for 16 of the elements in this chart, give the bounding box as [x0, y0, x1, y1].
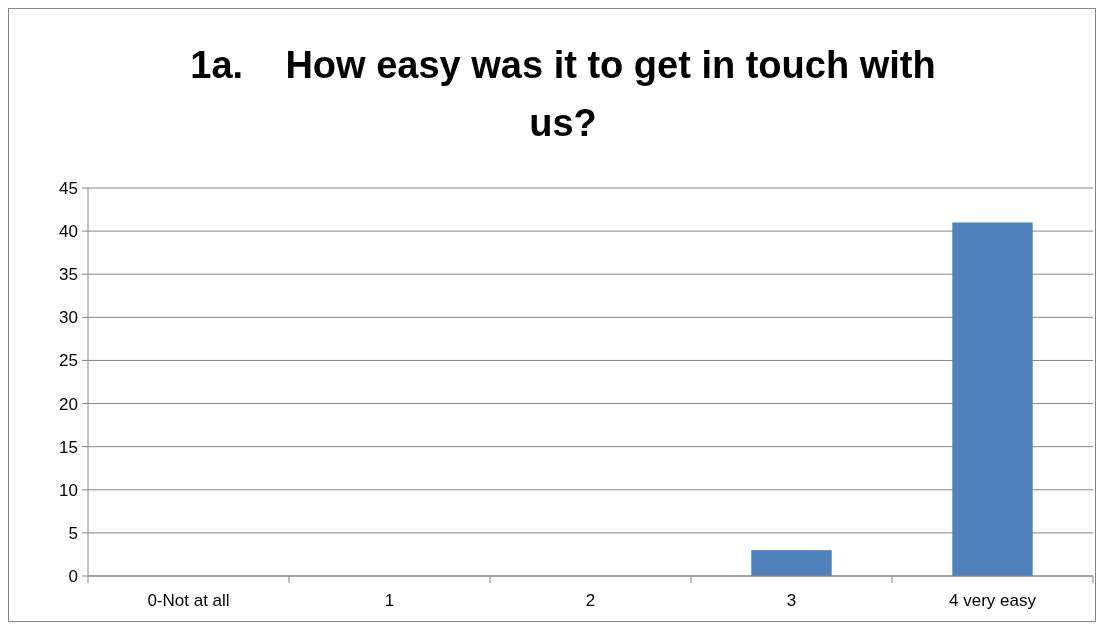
y-tick-label: 40	[59, 222, 78, 242]
x-tick-label: 4 very easy	[949, 591, 1037, 610]
y-tick-label: 25	[59, 351, 78, 371]
y-tick-label: 15	[59, 437, 78, 457]
y-tick-label: 0	[68, 566, 78, 586]
y-tick-label: 30	[59, 308, 78, 328]
x-tick-label: 3	[786, 591, 797, 610]
chart-title: 1a. How easy was it to get in touch with us?	[190, 44, 936, 144]
y-tick-label: 45	[59, 178, 78, 198]
y-tick-label: 20	[59, 394, 78, 414]
x-tick-label: 1	[384, 591, 395, 610]
x-tick-label: 0-Not at all	[147, 591, 230, 610]
y-tick-label: 10	[59, 480, 78, 500]
y-tick-label: 35	[59, 265, 78, 285]
y-tick-label: 5	[68, 523, 78, 543]
x-tick-label: 2	[585, 591, 596, 610]
